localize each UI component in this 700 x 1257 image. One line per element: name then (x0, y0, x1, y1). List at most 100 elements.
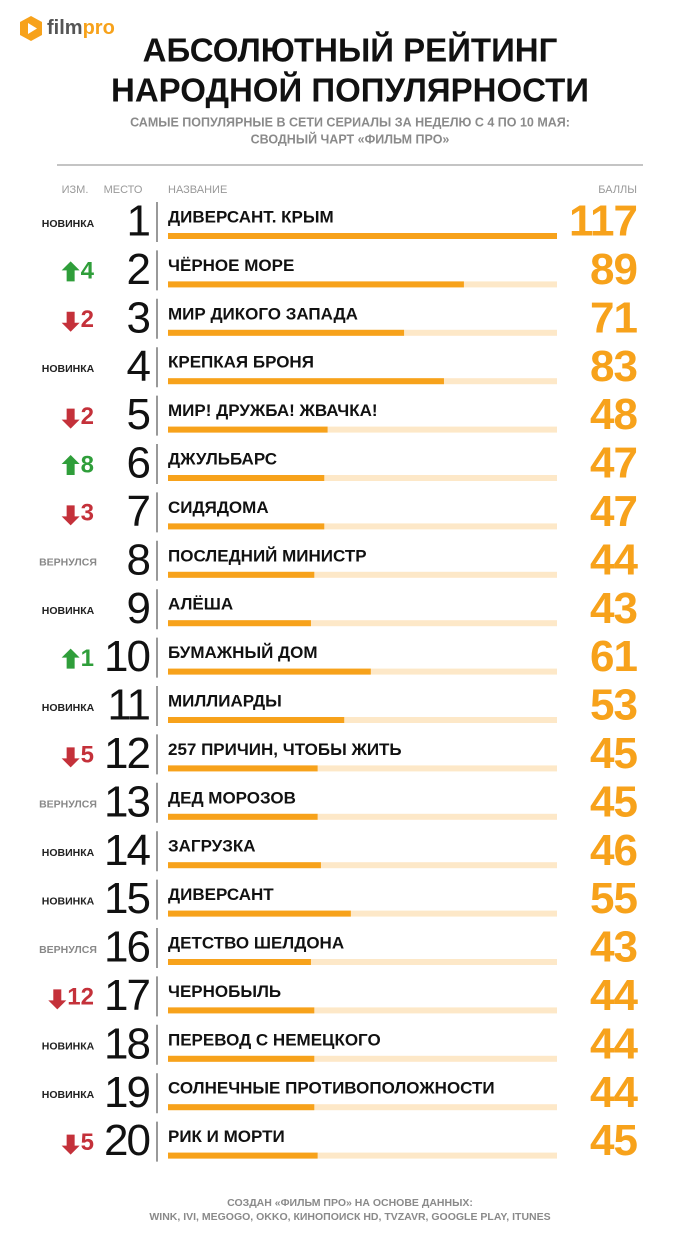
score: 45 (590, 1116, 637, 1165)
arrow-up (61, 261, 80, 282)
series-name: ПЕРЕВОД С НЕМЕЦКОГО (168, 1030, 381, 1049)
series-name: СОЛНЕЧНЫЕ ПРОТИВОПОЛОЖНОСТИ (168, 1079, 495, 1098)
bar (168, 668, 371, 675)
bar-track (168, 910, 557, 917)
bar-track (168, 959, 557, 965)
change-value: 12 (67, 984, 94, 1011)
change-value: 5 (81, 1129, 94, 1156)
series-name: ДИВЕРСАНТ. КРЫМ (168, 207, 334, 226)
change-status: НОВИНКА (42, 1041, 95, 1053)
change-value: 5 (81, 742, 94, 769)
series-name: МИР ДИКОГО ЗАПАДА (168, 304, 358, 323)
series-name: ДЕД МОРОЗОВ (168, 788, 296, 807)
series-name: РИК И МОРТИ (168, 1127, 285, 1146)
bar (168, 475, 325, 481)
bar (168, 329, 405, 336)
series-name: ДЖУЛЬБАРС (168, 449, 277, 468)
change-status: НОВИНКА (42, 218, 95, 230)
subtitle: САМЫЕ ПОПУЛЯРНЫЕ В СЕТИ СЕРИАЛЫ ЗА НЕДЕЛ… (130, 115, 570, 129)
change-value: 8 (81, 451, 94, 478)
series-name: ЗАГРУЗКА (168, 837, 256, 856)
place: 15 (104, 874, 149, 923)
score: 44 (590, 1068, 638, 1117)
change-status: НОВИНКА (42, 702, 95, 714)
change-status: НОВИНКА (42, 363, 95, 375)
place: 20 (104, 1116, 149, 1165)
arrow-down (61, 408, 80, 429)
logo-pro: pro (83, 17, 115, 39)
bar (168, 571, 315, 578)
change-value: 2 (81, 403, 94, 430)
bar-track (168, 620, 557, 627)
place: 12 (104, 729, 149, 778)
bar-track (168, 1055, 557, 1062)
score: 71 (590, 293, 637, 342)
place: 5 (127, 390, 150, 439)
bar (168, 813, 318, 820)
series-name: МИР! ДРУЖБА! ЖВАЧКА! (168, 401, 378, 420)
column-header: БАЛЛЫ (598, 184, 637, 196)
series-name: ДЕТСТВО ШЕЛДОНА (168, 933, 344, 952)
series-name: ЧЁРНОЕ МОРЕ (168, 256, 294, 275)
score: 83 (590, 342, 637, 391)
score: 117 (569, 197, 637, 246)
bar (168, 426, 328, 433)
place: 3 (127, 293, 150, 342)
series-name: 257 ПРИЧИН, ЧТОБЫ ЖИТЬ (168, 740, 402, 759)
subtitle: СВОДНЫЙ ЧАРТ «ФИЛЬМ ПРО» (251, 131, 450, 146)
bar-track (168, 1007, 557, 1014)
place: 7 (127, 487, 150, 536)
column-header: НАЗВАНИЕ (168, 184, 227, 196)
footer: WINK, IVI, MEGOGO, OKKO, КИНОПОИСК HD, T… (149, 1211, 550, 1223)
score: 53 (590, 681, 637, 730)
change-value: 4 (81, 258, 95, 285)
bar (168, 910, 351, 917)
score: 55 (590, 874, 637, 923)
bar (168, 1152, 318, 1159)
bar-track (168, 475, 557, 481)
title: АБСОЛЮТНЫЙ РЕЙТИНГ (143, 31, 558, 69)
series-name: АЛЁША (168, 595, 233, 614)
bar-track (168, 523, 557, 530)
arrow-down (61, 747, 80, 768)
arrow-down (61, 1134, 80, 1155)
change-status: ВЕРНУЛСЯ (39, 944, 97, 956)
place: 14 (104, 826, 150, 875)
change-status: НОВИНКА (42, 847, 95, 859)
change-value: 3 (81, 500, 94, 527)
score: 44 (590, 1019, 638, 1068)
place: 8 (127, 535, 150, 584)
change-value: 2 (81, 306, 94, 333)
place: 2 (127, 245, 150, 294)
arrow-up (61, 648, 80, 669)
place: 10 (104, 632, 149, 681)
bar (168, 717, 345, 723)
bar (168, 523, 325, 530)
footer: СОЗДАН «ФИЛЬМ ПРО» НА ОСНОВЕ ДАННЫХ: (227, 1197, 473, 1209)
place: 19 (104, 1068, 149, 1117)
bar (168, 1007, 315, 1014)
logo-play (28, 23, 37, 34)
series-name: БУМАЖНЫЙ ДОМ (168, 643, 318, 662)
bar (168, 620, 311, 627)
change-status: НОВИНКА (42, 605, 95, 617)
bar (168, 765, 318, 772)
title: НАРОДНОЙ ПОПУЛЯРНОСТИ (111, 71, 589, 109)
place: 18 (104, 1019, 149, 1068)
logo-film: film (47, 17, 83, 39)
change-status: НОВИНКА (42, 895, 95, 907)
score: 46 (590, 826, 637, 875)
bar (168, 862, 321, 869)
bar-track (168, 717, 557, 723)
change-status: ВЕРНУЛСЯ (39, 799, 97, 811)
score: 43 (590, 923, 637, 972)
score: 45 (590, 729, 637, 778)
bar-track (168, 1152, 557, 1159)
series-name: ДИВЕРСАНТ (168, 885, 274, 904)
bar (168, 378, 444, 385)
change-status: ВЕРНУЛСЯ (39, 557, 97, 569)
column-header: ИЗМ. (62, 184, 89, 196)
change-value: 1 (81, 645, 94, 672)
bar-track (168, 426, 557, 433)
place: 11 (107, 681, 149, 730)
